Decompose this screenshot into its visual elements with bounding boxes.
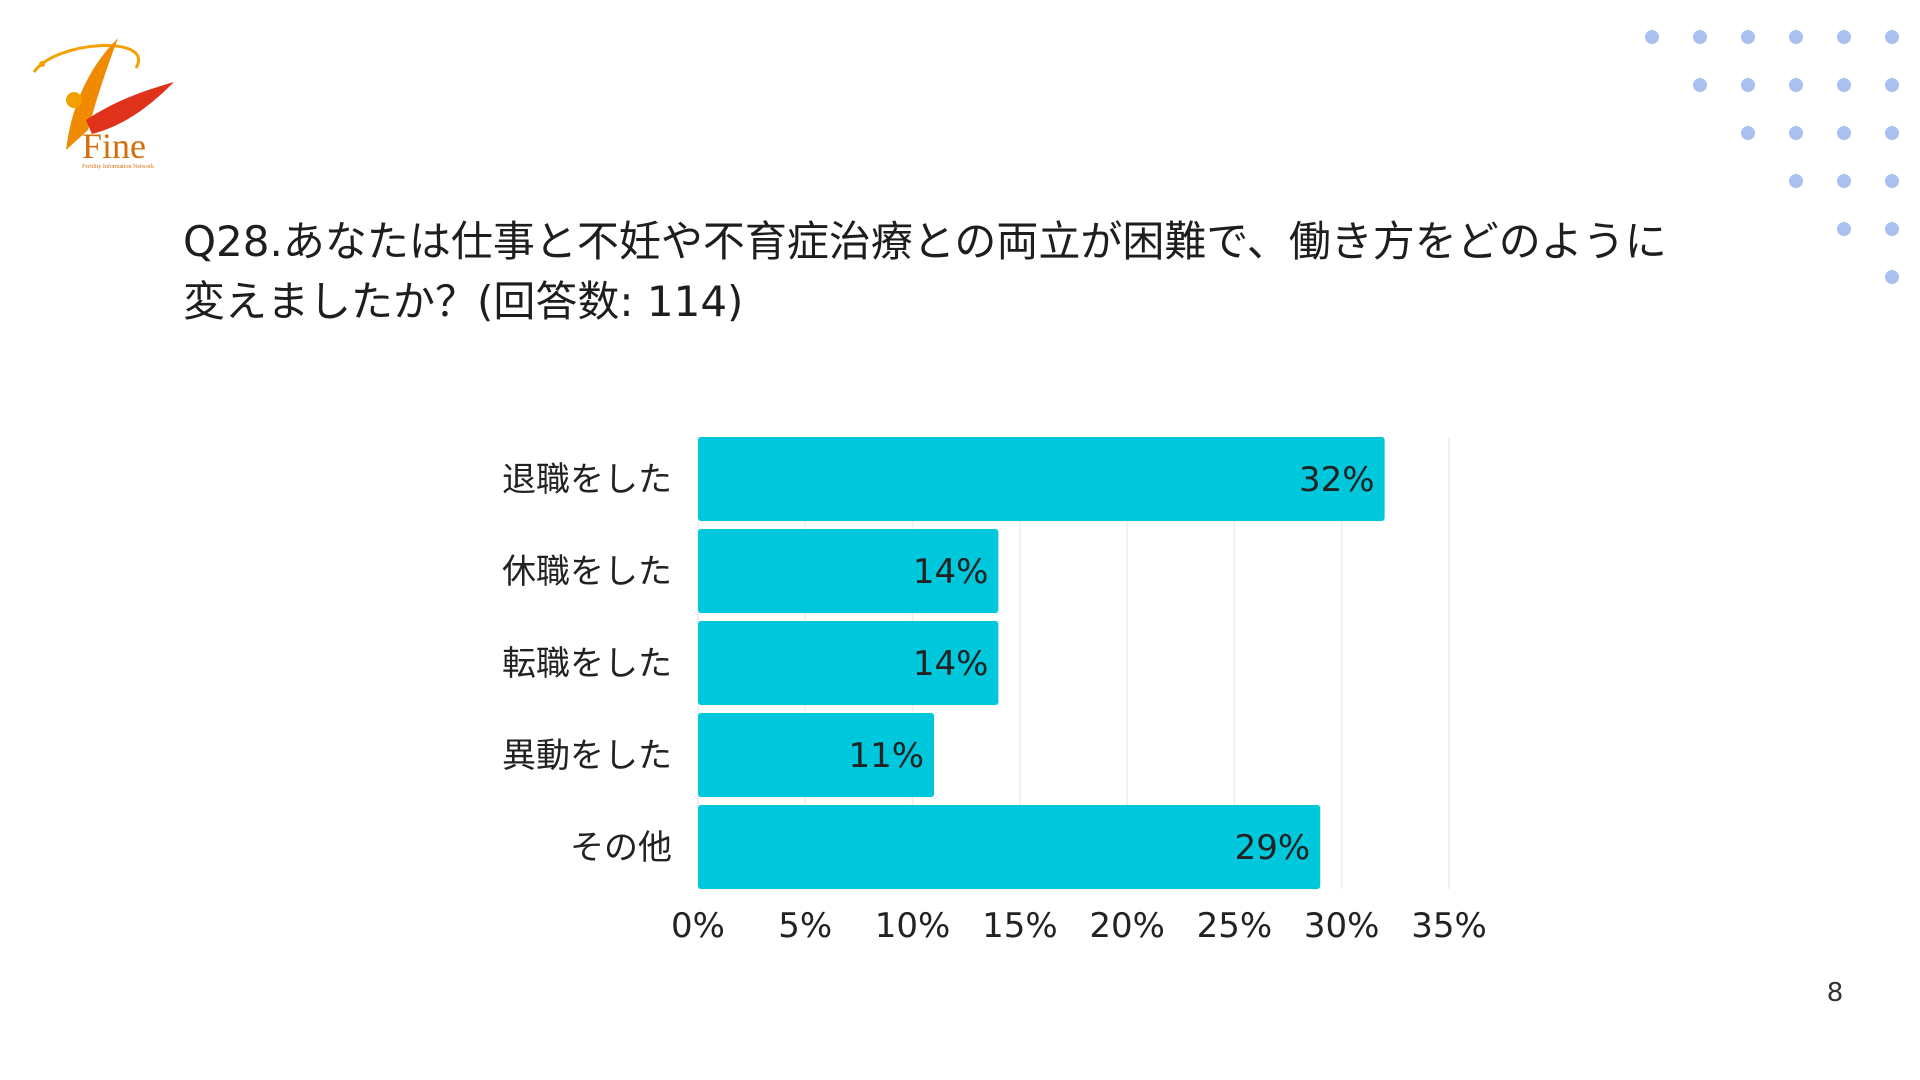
decorative-dot [1885,78,1899,92]
x-tick-label: 25% [1197,906,1273,946]
decorative-dot [1885,270,1899,284]
bar [698,621,999,705]
decorative-dot [1693,30,1707,44]
logo-leaf [86,82,174,134]
x-tick-label: 35% [1411,906,1487,946]
fine-logo: Fine Fertility Information Network [32,38,174,170]
decorative-dot [1789,174,1803,188]
decorative-dot [1837,126,1851,140]
x-tick-label: 0% [671,906,725,946]
question-line-2: 変えましたか？(回答数: 114) [183,277,744,326]
x-tick-label: 15% [982,906,1058,946]
category-label: 転職をした [502,644,672,684]
decorative-dot [1837,222,1851,236]
bar [698,805,1321,889]
logo-subtext: Fertility Information Network [82,163,154,170]
decorative-dot [1789,126,1803,140]
bar [698,437,1385,521]
decorative-dot [1885,174,1899,188]
logo-swoosh [32,44,141,73]
decorative-dot [1837,174,1851,188]
data-label: 11% [848,736,924,776]
category-label: その他 [570,828,672,868]
logo-figure-head [66,92,82,108]
category-label: 休職をした [502,552,672,592]
data-label: 29% [1235,828,1311,868]
logo-text: Fine [82,126,146,166]
question-line-1: Q28.あなたは仕事と不妊や不育症治療との両立が困難で、働き方をどのように [183,217,1667,266]
question-title: Q28.あなたは仕事と不妊や不育症治療との両立が困難で、働き方をどのように 変え… [183,212,1743,332]
decorative-dot [1741,78,1755,92]
page-number: 8 [1826,978,1844,1008]
logo-flame [66,38,118,150]
data-label: 14% [913,552,989,592]
bar [698,713,935,797]
decorative-dot [1789,30,1803,44]
data-label: 14% [913,644,989,684]
x-tick-label: 10% [875,906,951,946]
decorative-dot [1885,222,1899,236]
bar [698,529,999,613]
category-label: 異動をした [502,736,672,776]
decorative-dot [1837,78,1851,92]
decorative-dot [1741,30,1755,44]
decorative-dot [1693,78,1707,92]
logo-dot [39,61,45,67]
decorative-dot [1741,126,1755,140]
decorative-dot [1789,78,1803,92]
decorative-dot [1885,30,1899,44]
x-tick-label: 30% [1304,906,1380,946]
decorative-dot-grid [1645,30,1899,284]
x-tick-label: 20% [1089,906,1165,946]
decorative-dot [1645,30,1659,44]
x-tick-label: 5% [778,906,832,946]
category-label: 退職をした [502,460,672,500]
data-label: 32% [1299,460,1375,500]
decorative-dot [1885,126,1899,140]
decorative-dot [1837,30,1851,44]
